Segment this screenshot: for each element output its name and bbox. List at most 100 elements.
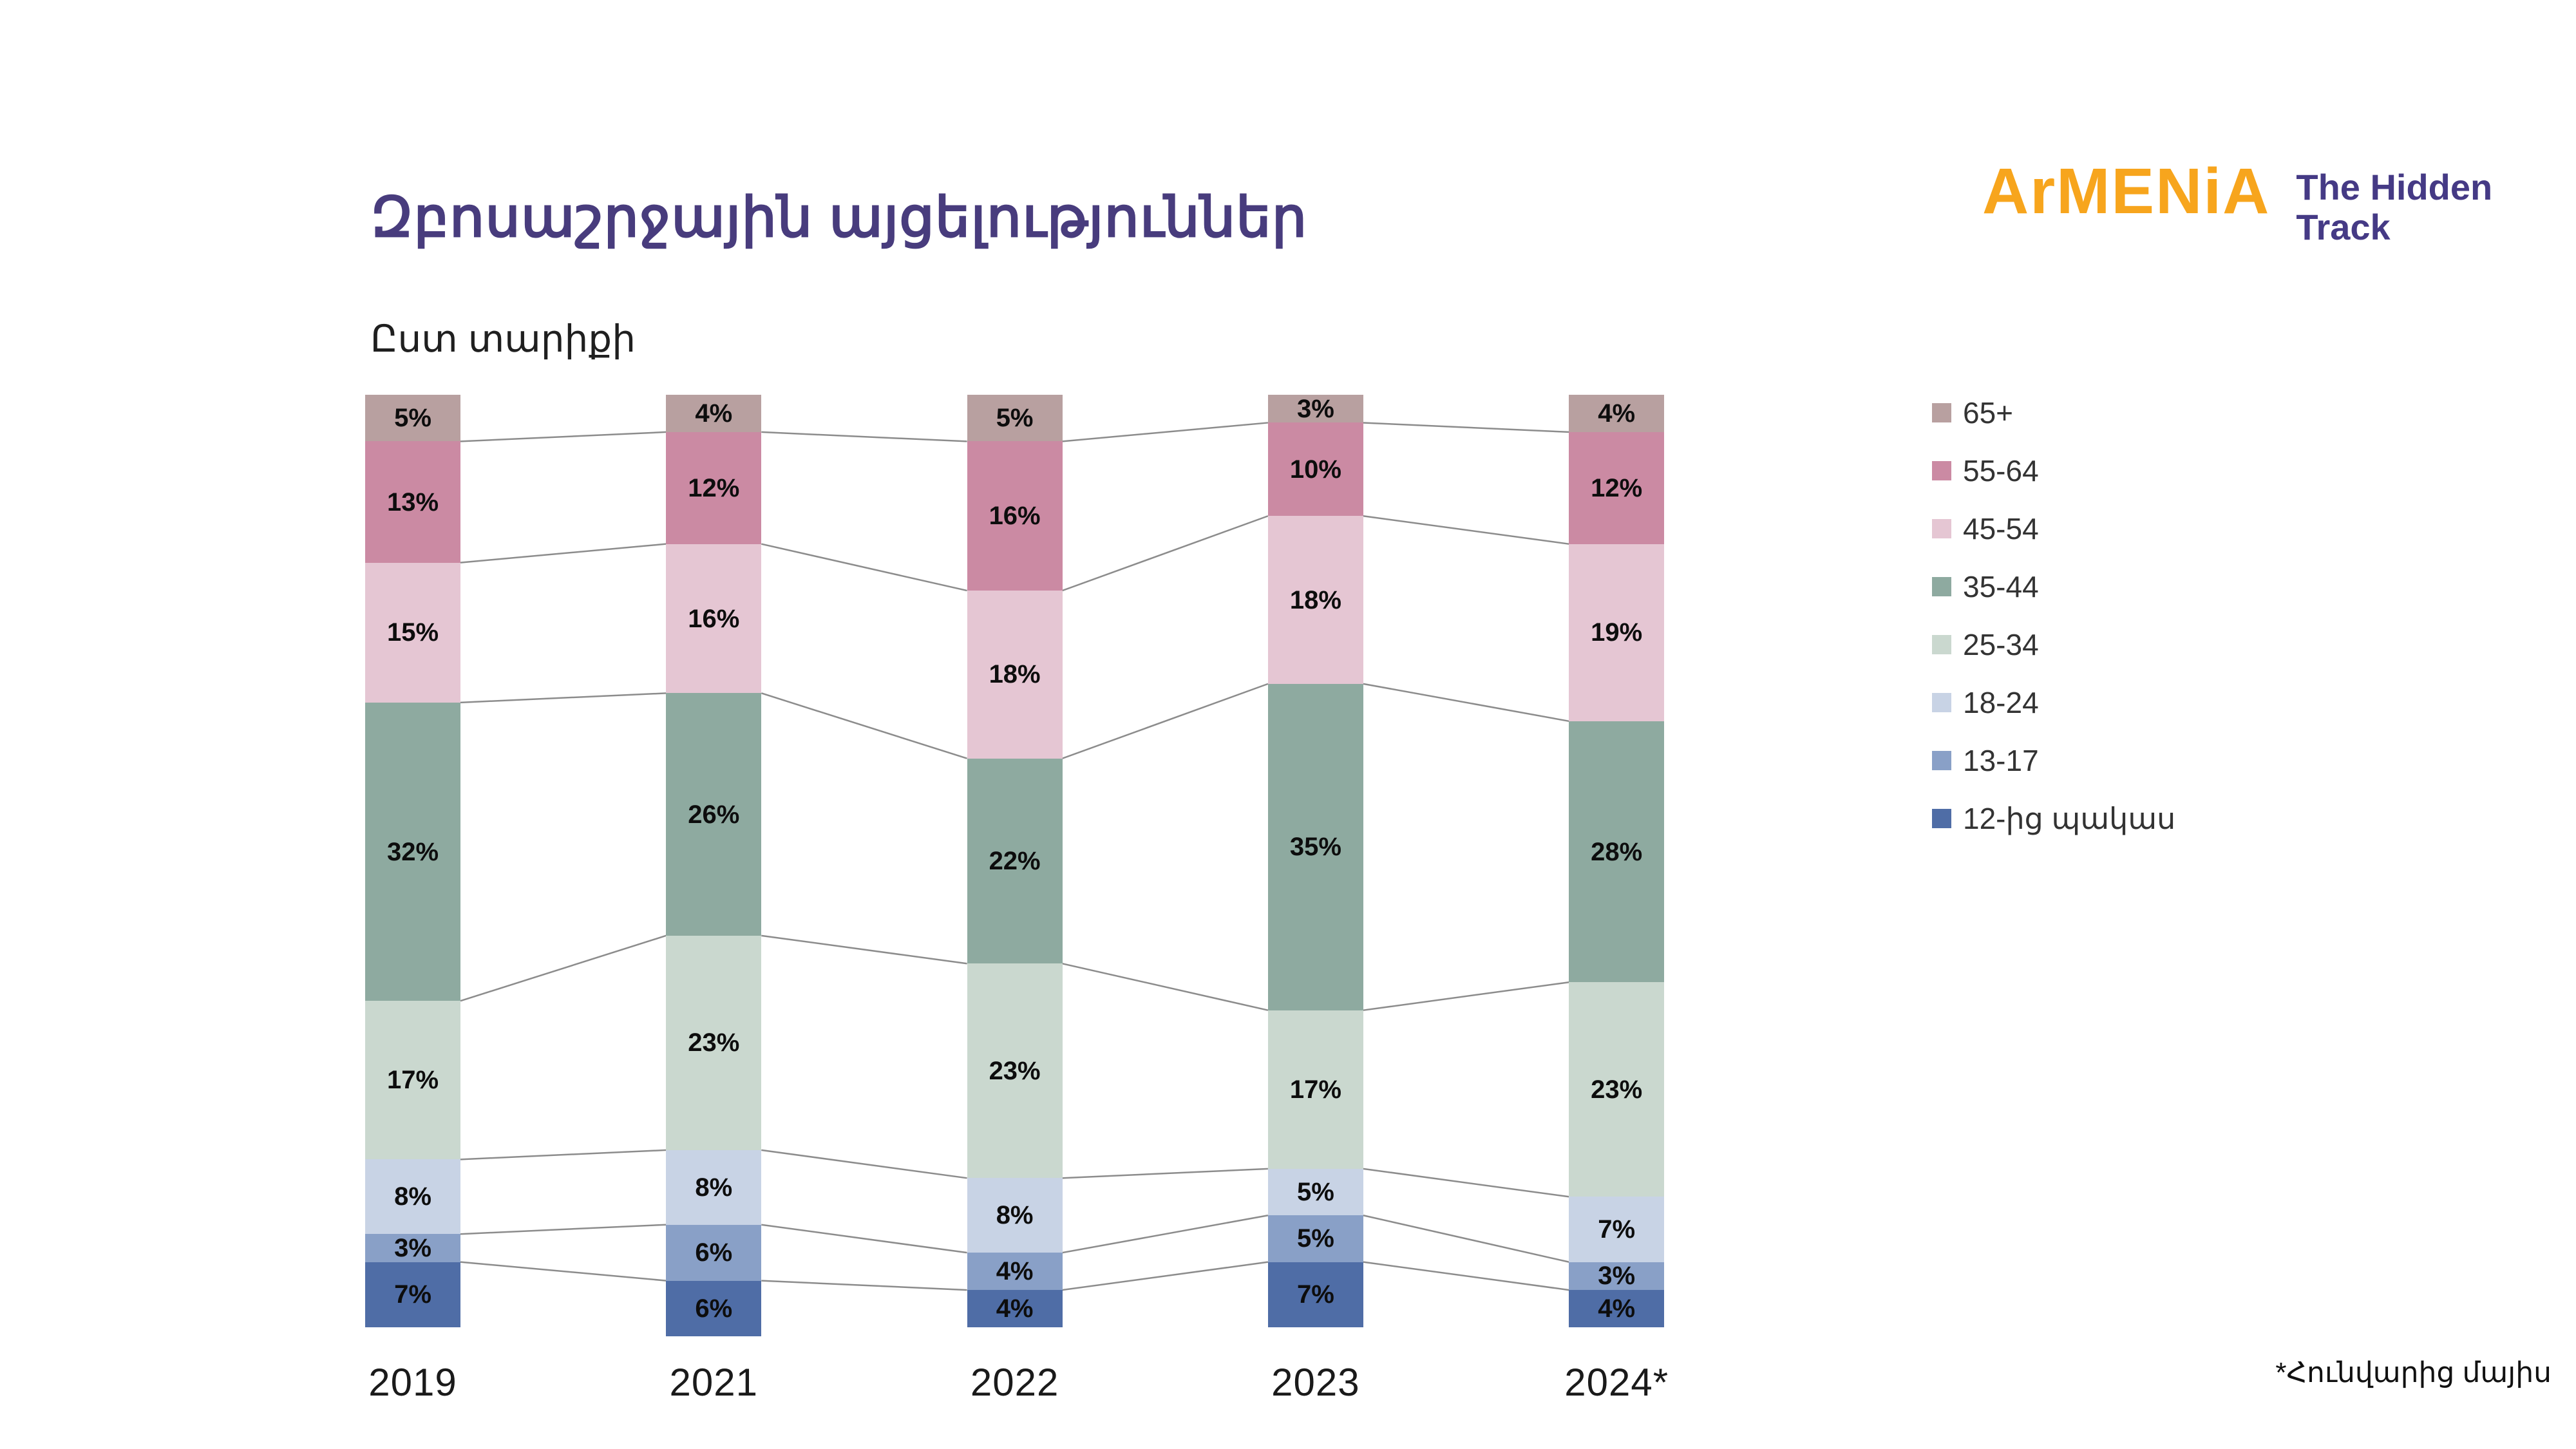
connector-line [761, 692, 967, 759]
x-axis-label: 2019 [368, 1361, 457, 1404]
segment-value-label: 17% [1289, 1075, 1341, 1104]
segment-value-label: 4% [1598, 399, 1636, 428]
bar-segment: 6% [666, 1280, 762, 1337]
connector-line [1062, 515, 1269, 592]
segment-value-label: 3% [1598, 1262, 1636, 1291]
footnote: *Հունվարից մայիս [2275, 1357, 2552, 1388]
connector-line [1062, 1168, 1268, 1179]
legend-swatch-icon [1932, 751, 1951, 770]
bar-segment: 4% [1569, 395, 1665, 432]
bar-segment: 15% [365, 562, 460, 703]
connector-line [761, 934, 967, 965]
segment-value-label: 23% [688, 1028, 740, 1057]
connector-line [761, 1149, 967, 1179]
connector-line [761, 543, 967, 592]
segment-value-label: 23% [989, 1056, 1041, 1085]
bar-segment: 4% [666, 395, 762, 432]
segment-value-label: 7% [394, 1280, 431, 1309]
legend-swatch-icon [1932, 577, 1951, 596]
legend-item: 55-64 [1932, 454, 2175, 488]
page-title: Զբոսաշրջային այցելություններ [370, 187, 1308, 249]
bar-segment: 10% [1267, 422, 1363, 516]
bar-segment: 5% [365, 395, 460, 442]
connector-line [460, 1224, 667, 1235]
bar-segment: 13% [365, 441, 460, 563]
connector-line [460, 543, 667, 564]
bar-segment: 8% [967, 1178, 1063, 1253]
legend-item: 45-54 [1932, 512, 2175, 545]
bar-segment: 3% [365, 1234, 460, 1262]
segment-value-label: 6% [695, 1238, 733, 1267]
segment-value-label: 8% [996, 1201, 1034, 1230]
segment-value-label: 3% [1296, 394, 1334, 423]
legend-item: 25-34 [1932, 628, 2175, 661]
logo-tagline: The Hidden Track [2296, 167, 2492, 247]
bar-segment: 7% [365, 1262, 460, 1327]
segment-value-label: 19% [1591, 618, 1643, 647]
bar-segment: 16% [666, 544, 762, 694]
bar-segment: 4% [967, 1253, 1063, 1291]
segment-value-label: 5% [996, 404, 1034, 433]
bar-segment: 17% [365, 1001, 460, 1160]
bar-segment: 7% [1267, 1262, 1363, 1327]
connector-line [460, 1261, 667, 1282]
bar-segment: 4% [967, 1290, 1063, 1327]
armenia-wordmark: ArMENiA [1982, 155, 2271, 227]
chart-legend: 65+ 55-64 45-54 35-44 25-34 18-24 13-17 12-ից պ… [1932, 396, 2176, 835]
segment-value-label: 12% [688, 473, 740, 502]
bar-segment: 7% [1569, 1197, 1665, 1262]
legend-item: 35-44 [1932, 570, 2175, 603]
segment-value-label: 13% [386, 488, 439, 516]
connector-line [1363, 981, 1569, 1011]
legend-item: 12-ից պակաս [1932, 802, 2176, 835]
segment-value-label: 12% [1591, 473, 1643, 502]
connector-line [1363, 1261, 1569, 1291]
segment-value-label: 17% [386, 1066, 439, 1095]
legend-item: 18-24 [1932, 686, 2175, 719]
segment-value-label: 35% [1289, 833, 1341, 862]
x-axis-label: 2021 [669, 1361, 759, 1404]
connector-line [761, 1224, 967, 1254]
segment-value-label: 4% [695, 399, 733, 428]
bar-segment: 28% [1569, 721, 1665, 983]
segment-value-label: 3% [394, 1233, 431, 1262]
connector-line [761, 431, 967, 442]
connector-line [1363, 1215, 1569, 1263]
bar-segment: 32% [365, 702, 460, 1001]
connector-line [1062, 1261, 1269, 1291]
connector-line [460, 431, 667, 442]
bar-segment: 5% [1267, 1168, 1363, 1216]
bar-segment: 18% [967, 591, 1063, 759]
segment-value-label: 4% [996, 1294, 1034, 1323]
segment-value-label: 18% [989, 660, 1041, 689]
armenia-logo: ArMENiA The Hidden Track [1982, 155, 2492, 247]
segment-value-label: 8% [695, 1173, 733, 1202]
segment-value-label: 15% [386, 618, 439, 647]
segment-value-label: 5% [1296, 1224, 1334, 1253]
legend-label: 12-ից պակաս [1963, 802, 2176, 835]
legend-label: 13-17 [1963, 744, 2039, 777]
connector-line [460, 934, 667, 1002]
legend-label: 25-34 [1963, 628, 2039, 661]
connector-line [1062, 963, 1269, 1011]
segment-value-label: 10% [1289, 455, 1341, 484]
segment-value-label: 23% [1591, 1075, 1643, 1104]
segment-value-label: 16% [989, 502, 1041, 531]
segment-value-label: 7% [1296, 1280, 1334, 1309]
segment-value-label: 6% [695, 1294, 733, 1323]
bar-segment: 5% [967, 395, 1063, 442]
segment-value-label: 18% [1289, 585, 1341, 614]
segment-value-label: 22% [989, 846, 1041, 875]
connector-line [1363, 422, 1569, 433]
bar-segment: 35% [1267, 683, 1363, 1010]
legend-swatch-icon [1932, 519, 1951, 538]
bar-segment: 22% [967, 758, 1063, 964]
connector-line [761, 1280, 967, 1291]
segment-value-label: 5% [1296, 1178, 1334, 1207]
bar-segment: 8% [666, 1150, 762, 1225]
legend-swatch-icon [1932, 693, 1951, 712]
legend-swatch-icon [1932, 461, 1951, 480]
chart-subtitle: Ըստ տարիքի [370, 318, 636, 360]
segment-value-label: 4% [996, 1257, 1034, 1286]
